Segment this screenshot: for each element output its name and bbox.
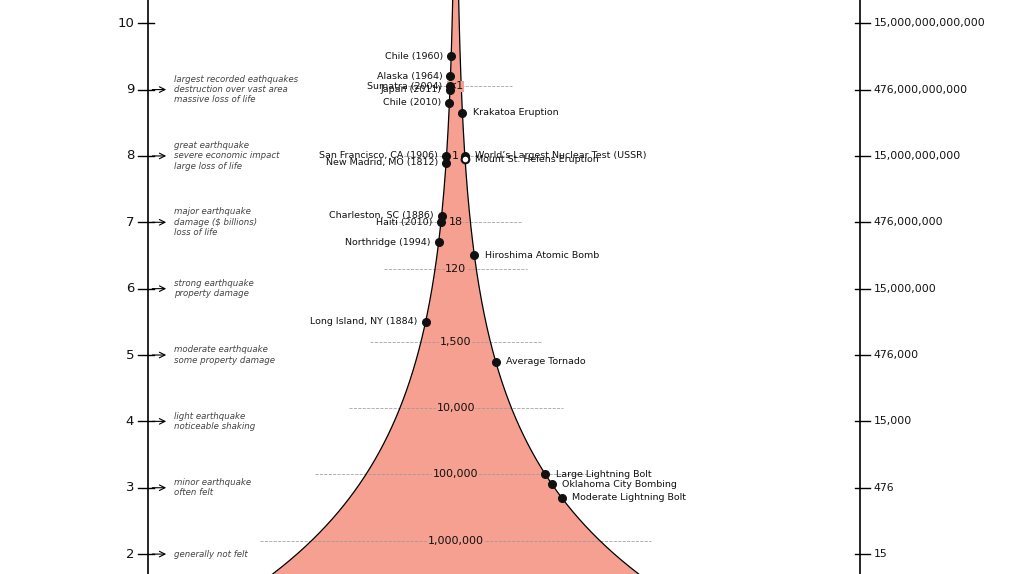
Polygon shape xyxy=(272,0,639,574)
Text: Japan (2011): Japan (2011) xyxy=(381,85,441,94)
Text: 1,000,000: 1,000,000 xyxy=(428,536,483,546)
Text: Oklahoma City Bombing: Oklahoma City Bombing xyxy=(562,480,677,489)
Text: moderate earthquake
some property damage: moderate earthquake some property damage xyxy=(174,346,275,364)
Text: strong earthquake
property damage: strong earthquake property damage xyxy=(174,279,254,298)
Text: minor earthquake
often felt: minor earthquake often felt xyxy=(174,478,251,498)
Text: 10,000: 10,000 xyxy=(436,403,475,413)
Text: 18: 18 xyxy=(449,218,463,227)
Text: 15,000,000,000,000: 15,000,000,000,000 xyxy=(873,18,985,28)
Text: Large Lightning Bolt: Large Lightning Bolt xyxy=(556,470,651,479)
Text: Moderate Lightning Bolt: Moderate Lightning Bolt xyxy=(572,493,686,502)
Text: 6: 6 xyxy=(126,282,134,295)
Text: 476: 476 xyxy=(873,483,894,492)
Text: Sumatra (2004): Sumatra (2004) xyxy=(367,82,442,91)
Text: New Madrid, MO (1812): New Madrid, MO (1812) xyxy=(326,158,438,167)
Text: Hiroshima Atomic Bomb: Hiroshima Atomic Bomb xyxy=(484,251,599,260)
Text: Northridge (1994): Northridge (1994) xyxy=(345,238,430,247)
Text: 3: 3 xyxy=(126,481,134,494)
Text: Haiti (2010): Haiti (2010) xyxy=(377,218,433,227)
Text: 120: 120 xyxy=(445,263,466,274)
Text: San Francisco, CA (1906): San Francisco, CA (1906) xyxy=(319,152,438,161)
Text: Chile (2010): Chile (2010) xyxy=(383,98,441,107)
Text: 476,000: 476,000 xyxy=(873,350,919,360)
Text: Chile (1960): Chile (1960) xyxy=(385,52,443,61)
Text: 8: 8 xyxy=(126,149,134,162)
Text: 4: 4 xyxy=(126,415,134,428)
Text: generally not felt: generally not felt xyxy=(174,549,248,559)
Text: great earthquake
severe economic impact
large loss of life: great earthquake severe economic impact … xyxy=(174,141,280,171)
Text: 10: 10 xyxy=(118,17,134,30)
Text: Alaska (1964): Alaska (1964) xyxy=(377,72,442,81)
Text: Krakatoa Eruption: Krakatoa Eruption xyxy=(473,108,558,117)
Text: 1: 1 xyxy=(453,151,459,161)
Text: 15,000,000,000: 15,000,000,000 xyxy=(873,151,961,161)
Text: Charleston, SC (1886): Charleston, SC (1886) xyxy=(329,211,433,220)
Text: 1,500: 1,500 xyxy=(440,337,471,347)
Text: Average Tornado: Average Tornado xyxy=(506,357,586,366)
Text: <1: <1 xyxy=(447,82,464,91)
Text: World’s Largest Nuclear Test (USSR): World’s Largest Nuclear Test (USSR) xyxy=(475,152,646,161)
Text: 7: 7 xyxy=(126,216,134,229)
Text: 15,000,000: 15,000,000 xyxy=(873,284,936,294)
Text: 15: 15 xyxy=(873,549,887,559)
Text: 15,000: 15,000 xyxy=(873,416,911,426)
Text: 476,000,000: 476,000,000 xyxy=(873,218,943,227)
Text: largest recorded eathquakes
destruction over vast area
massive loss of life: largest recorded eathquakes destruction … xyxy=(174,75,298,104)
Text: 100,000: 100,000 xyxy=(433,470,478,479)
Text: Mount St. Helens Eruption: Mount St. Helens Eruption xyxy=(475,155,599,164)
Text: 2: 2 xyxy=(126,548,134,561)
Text: Long Island, NY (1884): Long Island, NY (1884) xyxy=(310,317,418,327)
Text: light earthquake
noticeable shaking: light earthquake noticeable shaking xyxy=(174,412,255,431)
Text: 9: 9 xyxy=(126,83,134,96)
Text: 5: 5 xyxy=(126,348,134,362)
Text: 476,000,000,000: 476,000,000,000 xyxy=(873,84,968,95)
Text: major earthquake
damage ($ billions)
loss of life: major earthquake damage ($ billions) los… xyxy=(174,207,257,237)
